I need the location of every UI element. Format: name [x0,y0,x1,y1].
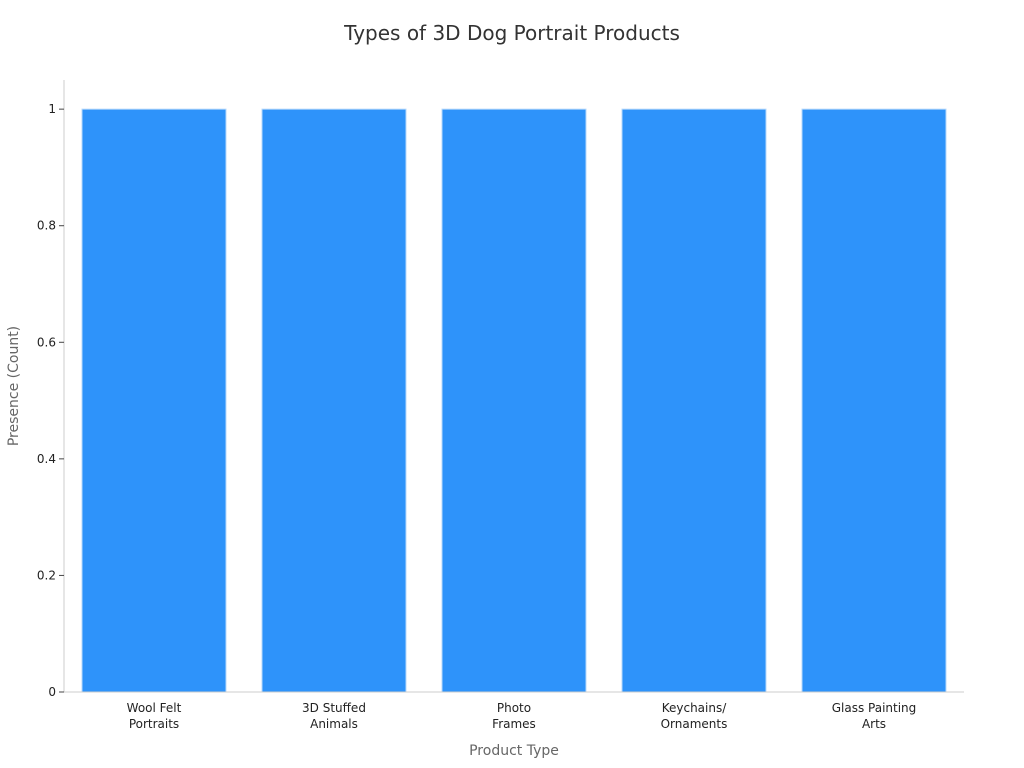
y-tick-label-2: 0.4 [37,452,56,466]
y-tick-label-1: 0.2 [37,568,56,582]
x-axis-categories: Wool Felt Portraits 3D Stuffed Animals Photo… [127,701,917,731]
x-tick-label-0: Wool Felt Portraits [127,701,182,731]
x-axis-label: Product Type [469,743,559,759]
chart-title: Types of 3D Dog Portrait Products [343,21,680,45]
bar-4 [801,108,947,693]
y-tick-label-4: 0.8 [37,219,56,233]
plot-area [81,108,947,693]
y-axis-label: Presence (Count) [6,326,22,446]
bar-0 [81,108,227,693]
x-tick-label-4: Glass Painting Arts [832,701,917,731]
x-tick-label-1: 3D Stuffed Animals [302,701,366,731]
bar-2 [441,108,587,693]
x-tick-label-3: Keychains/Ornaments [661,701,728,731]
bar-3 [621,108,767,693]
x-tick-label-2: Photo Frames [492,701,536,731]
y-tick-label-3: 0.6 [37,335,56,349]
y-tick-label-0: 0 [48,685,56,699]
y-axis-ticks: 0 0.2 0.4 0.6 0.8 1 [37,102,64,699]
bar-1 [261,108,407,693]
y-tick-label-5: 1 [48,102,56,116]
